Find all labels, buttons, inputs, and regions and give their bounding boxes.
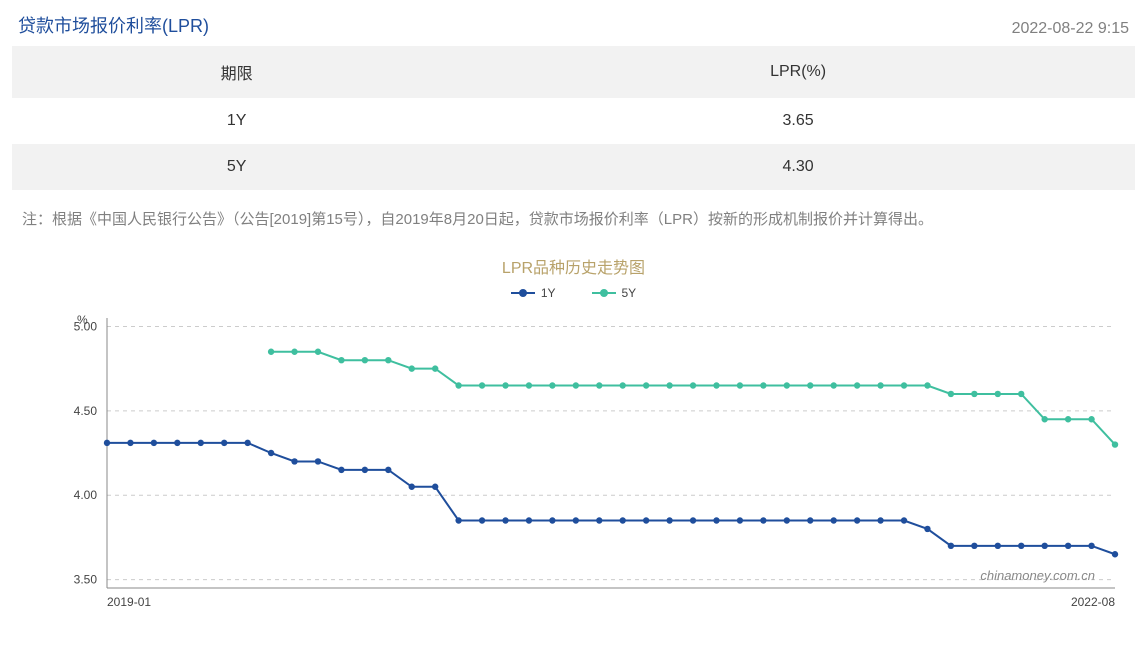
col-term: 期限	[12, 46, 461, 98]
cell-rate: 4.30	[461, 144, 1135, 190]
legend-label-1y: 1Y	[541, 286, 556, 300]
svg-text:2019-01: 2019-01	[107, 595, 151, 609]
lpr-chart: 1Y 5Y 3.504.004.505.00%2019-012022-08chi…	[12, 286, 1135, 616]
legend: 1Y 5Y	[12, 286, 1135, 306]
svg-text:4.00: 4.00	[74, 488, 98, 502]
col-rate: LPR(%)	[461, 46, 1135, 98]
legend-label-5y: 5Y	[622, 286, 637, 300]
legend-item-5y: 5Y	[592, 286, 637, 300]
lpr-table: 期限 LPR(%) 1Y 3.65 5Y 4.30	[12, 46, 1135, 190]
legend-item-1y: 1Y	[511, 286, 556, 300]
page-title: 贷款市场报价利率(LPR)	[18, 12, 209, 38]
cell-term: 5Y	[12, 144, 461, 190]
footnote: 注：根据《中国人民银行公告》（公告[2019]第15号），自2019年8月20日…	[12, 190, 1135, 242]
table-row: 5Y 4.30	[12, 144, 1135, 190]
svg-text:chinamoney.com.cn: chinamoney.com.cn	[980, 568, 1095, 583]
svg-text:4.50: 4.50	[74, 404, 98, 418]
svg-text:%: %	[77, 313, 88, 327]
timestamp: 2022-08-22 9:15	[1012, 20, 1129, 38]
legend-swatch-1y	[511, 292, 535, 294]
chart-title: LPR品种历史走势图	[12, 242, 1135, 286]
cell-term: 1Y	[12, 98, 461, 144]
svg-text:2022-08: 2022-08	[1071, 595, 1115, 609]
table-row: 1Y 3.65	[12, 98, 1135, 144]
svg-text:3.50: 3.50	[74, 573, 98, 587]
chart-canvas: 3.504.004.505.00%2019-012022-08chinamone…	[12, 306, 1135, 616]
table-header-row: 期限 LPR(%)	[12, 46, 1135, 98]
header: 贷款市场报价利率(LPR) 2022-08-22 9:15	[12, 8, 1135, 46]
cell-rate: 3.65	[461, 98, 1135, 144]
legend-swatch-5y	[592, 292, 616, 294]
